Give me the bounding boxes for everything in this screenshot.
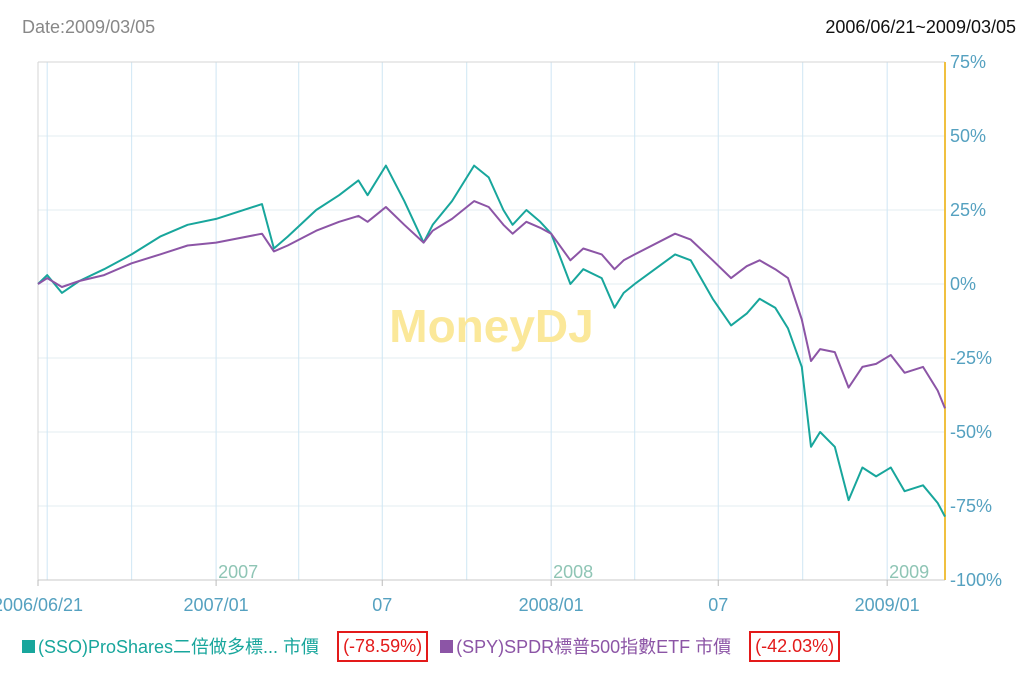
y-tick-label: -75% — [950, 496, 992, 516]
date-label: Date:2009/03/05 — [22, 17, 156, 37]
sso-series-line — [37, 164, 946, 518]
y-tick-label: -50% — [950, 422, 992, 442]
year-label: 2008 — [553, 562, 593, 582]
date-range-label: 2006/06/21~2009/03/05 — [825, 17, 1016, 37]
sso-legend-label: (SSO)ProShares二倍做多標... 市價 — [38, 637, 320, 657]
x-tick-label: 2009/01 — [855, 595, 920, 615]
y-tick-label: 25% — [950, 200, 986, 220]
y-tick-label: 50% — [950, 126, 986, 146]
y-tick-label: 75% — [950, 52, 986, 72]
x-tick-label: 2006/06/21 — [0, 595, 83, 615]
spy-legend-label: (SPY)SPDR標普500指數ETF 市價 — [456, 637, 732, 657]
spy-change-badge: (-42.03%) — [749, 630, 841, 662]
line-chart: MoneyDJ 2007 2008 2009 75% 50% 25% 0% -25% -50% -7… — [0, 52, 1002, 615]
spy-series-line — [37, 200, 946, 409]
y-tick-label: 0% — [950, 274, 976, 294]
x-tick-label: 07 — [372, 595, 392, 615]
y-tick-label: -100% — [950, 570, 1002, 590]
sso-legend-swatch — [22, 639, 35, 653]
y-tick-label: -25% — [950, 348, 992, 368]
x-tick-label: 2008/01 — [519, 595, 584, 615]
watermark-text: MoneyDJ — [389, 300, 593, 352]
x-tick-label: 07 — [708, 595, 728, 615]
x-tick-label: 2007/01 — [184, 595, 249, 615]
spy-legend-swatch — [440, 639, 454, 653]
sso-change-badge: (-78.59%) — [337, 630, 429, 662]
year-label: 2009 — [889, 562, 929, 582]
chart-legend: (SSO)ProShares二倍做多標... 市價 (-78.59%) (SPY… — [22, 630, 841, 662]
year-label: 2007 — [218, 562, 258, 582]
